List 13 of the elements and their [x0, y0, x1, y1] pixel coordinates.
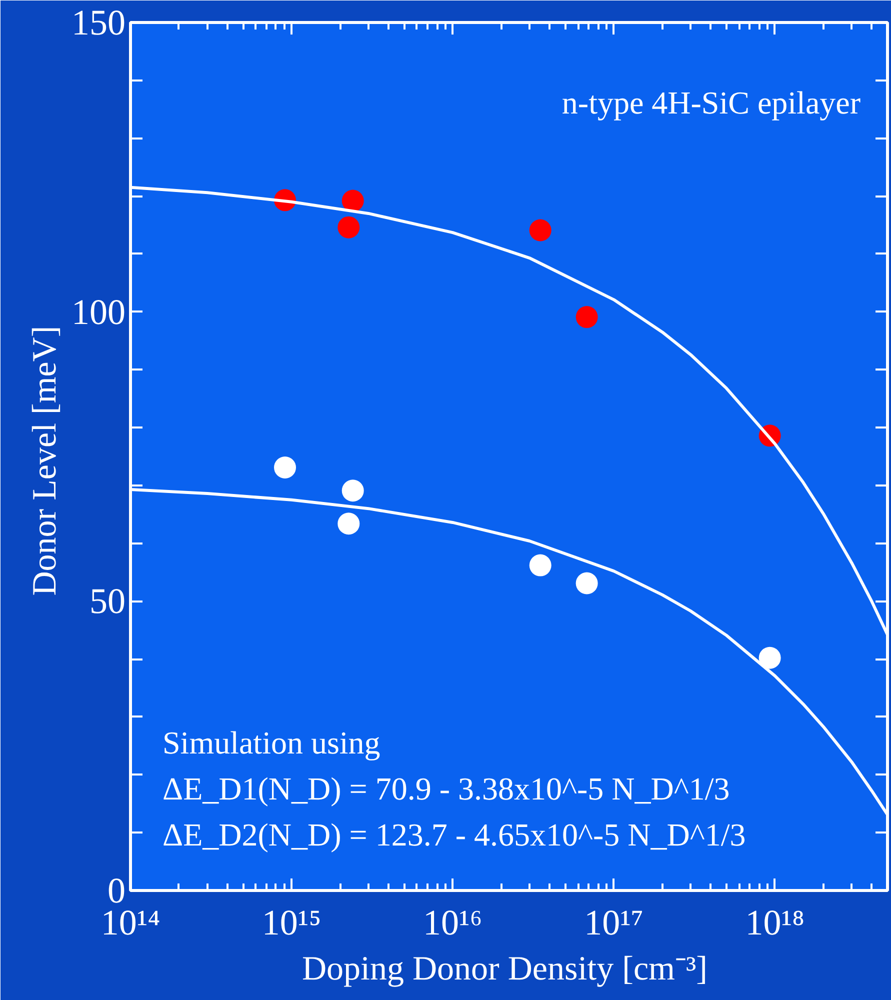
annotation: Simulation using [162, 724, 380, 760]
y-tick-label: 50 [90, 581, 126, 622]
x-tick-label: 10¹⁷ [584, 902, 644, 942]
x-tick-label: 10¹⁶ [423, 902, 482, 942]
y-axis-title: Donor Level [meV] [26, 326, 64, 596]
x-tick-label: 10¹⁵ [262, 902, 322, 942]
x-tick-label: 10¹⁸ [745, 902, 805, 942]
x-axis-title: Doping Donor Density [cm⁻³] [302, 950, 708, 988]
annotation: ΔE_D1(N_D) = 70.9 - 3.38x10^-5 N_D^1/3 [162, 770, 730, 806]
annotation: ΔE_D2(N_D) = 123.7 - 4.65x10^-5 N_D^1/3 [162, 816, 746, 852]
y-tick-label: 150 [72, 2, 126, 42]
y-tick-label: 100 [72, 292, 126, 332]
annotation: n-type 4H-SiC epilayer [562, 84, 861, 120]
